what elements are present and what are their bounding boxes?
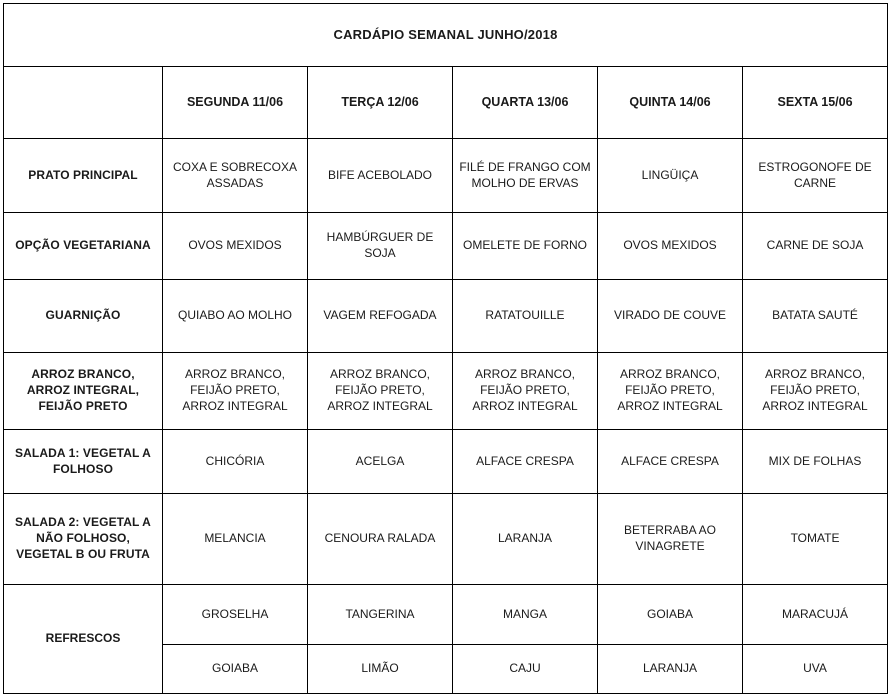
day-header-sexta: SEXTA 15/06 xyxy=(741,66,889,139)
row-label-refrescos: REFRESCOS xyxy=(3,584,163,694)
row-label-opcao-vegetariana: OPÇÃO VEGETARIANA xyxy=(3,212,163,280)
cell-guarnicao-quinta: VIRADO DE COUVE xyxy=(597,279,743,353)
cell-salada2-quinta: BETERRABA AO VINAGRETE xyxy=(597,493,743,585)
table-row: REFRESCOS GROSELHA TANGERINA MANGA GOIAB… xyxy=(3,584,889,694)
cell-prato-terca: BIFE ACEBOLADO xyxy=(307,138,453,213)
cell-arroz-sexta: ARROZ BRANCO, FEIJÃO PRETO, ARROZ INTEGR… xyxy=(741,352,889,430)
cell-arroz-quarta: ARROZ BRANCO, FEIJÃO PRETO, ARROZ INTEGR… xyxy=(452,352,598,430)
cell-arroz-segunda: ARROZ BRANCO, FEIJÃO PRETO, ARROZ INTEGR… xyxy=(162,352,308,430)
table-row: SALADA 1: VEGETAL A FOLHOSO CHICÓRIA ACE… xyxy=(3,429,889,494)
menu-page: CARDÁPIO SEMANAL JUNHO/2018 SEGUNDA 11/0… xyxy=(2,3,889,694)
table-row: GUARNIÇÃO QUIABO AO MOLHO VAGEM REFOGADA… xyxy=(3,279,889,353)
cell-salada2-segunda: MELANCIA xyxy=(162,493,308,585)
weekly-menu-table: CARDÁPIO SEMANAL JUNHO/2018 SEGUNDA 11/0… xyxy=(2,3,889,694)
cell-salada1-sexta: MIX DE FOLHAS xyxy=(741,429,889,494)
cell-arroz-quinta: ARROZ BRANCO, FEIJÃO PRETO, ARROZ INTEGR… xyxy=(597,352,743,430)
cell-refresco2-sexta: UVA xyxy=(741,644,889,694)
cell-salada2-sexta: TOMATE xyxy=(741,493,889,585)
day-header-terca: TERÇA 12/06 xyxy=(307,66,453,139)
title-row: CARDÁPIO SEMANAL JUNHO/2018 xyxy=(2,3,889,67)
cell-refresco1-quarta: MANGA xyxy=(452,584,598,645)
cell-guarnicao-terca: VAGEM REFOGADA xyxy=(307,279,453,353)
cell-guarnicao-quarta: RATATOUILLE xyxy=(452,279,598,353)
row-label-salada-2: SALADA 2: VEGETAL A NÃO FOLHOSO, VEGETAL… xyxy=(3,493,163,585)
cell-guarnicao-sexta: BATATA SAUTÉ xyxy=(741,279,889,353)
table-row: SALADA 2: VEGETAL A NÃO FOLHOSO, VEGETAL… xyxy=(3,493,889,585)
row-label-salada-1: SALADA 1: VEGETAL A FOLHOSO xyxy=(3,429,163,494)
cell-salada2-quarta: LARANJA xyxy=(452,493,598,585)
cell-refresco2-terca: LIMÃO xyxy=(307,644,453,694)
cell-vegetariana-quarta: OMELETE DE FORNO xyxy=(452,212,598,280)
cell-vegetariana-quinta: OVOS MEXIDOS xyxy=(597,212,743,280)
cell-prato-sexta: ESTROGONOFE DE CARNE xyxy=(741,138,889,213)
page-title: CARDÁPIO SEMANAL JUNHO/2018 xyxy=(2,3,889,67)
cell-prato-quarta: FILÉ DE FRANGO COM MOLHO DE ERVAS xyxy=(452,138,598,213)
cell-refresco2-quarta: CAJU xyxy=(452,644,598,694)
cell-refresco1-segunda: GROSELHA xyxy=(162,584,308,645)
cell-salada1-terca: ACELGA xyxy=(307,429,453,494)
cell-refresco1-sexta: MARACUJÁ xyxy=(741,584,889,645)
cell-salada1-segunda: CHICÓRIA xyxy=(162,429,308,494)
cell-prato-quinta: LINGÜIÇA xyxy=(597,138,743,213)
day-header-quarta: QUARTA 13/06 xyxy=(452,66,598,139)
table-row: OPÇÃO VEGETARIANA OVOS MEXIDOS HAMBÚRGUE… xyxy=(3,212,889,280)
table-row: PRATO PRINCIPAL COXA E SOBRECOXA ASSADAS… xyxy=(3,138,889,213)
cell-refresco2-segunda: GOIABA xyxy=(162,644,308,694)
row-label-arroz-feijao: ARROZ BRANCO, ARROZ INTEGRAL, FEIJÃO PRE… xyxy=(3,352,163,430)
table-corner-cell xyxy=(3,66,163,139)
row-label-guarnicao: GUARNIÇÃO xyxy=(3,279,163,353)
cell-refresco2-quinta: LARANJA xyxy=(597,644,743,694)
day-header-row: SEGUNDA 11/06 TERÇA 12/06 QUARTA 13/06 Q… xyxy=(3,66,889,139)
day-header-segunda: SEGUNDA 11/06 xyxy=(162,66,308,139)
cell-vegetariana-terca: HAMBÚRGUER DE SOJA xyxy=(307,212,453,280)
cell-salada1-quinta: ALFACE CRESPA xyxy=(597,429,743,494)
cell-vegetariana-segunda: OVOS MEXIDOS xyxy=(162,212,308,280)
cell-refresco1-terca: TANGERINA xyxy=(307,584,453,645)
day-header-quinta: QUINTA 14/06 xyxy=(597,66,743,139)
cell-vegetariana-sexta: CARNE DE SOJA xyxy=(741,212,889,280)
cell-guarnicao-segunda: QUIABO AO MOLHO xyxy=(162,279,308,353)
cell-salada2-terca: CENOURA RALADA xyxy=(307,493,453,585)
cell-arroz-terca: ARROZ BRANCO, FEIJÃO PRETO, ARROZ INTEGR… xyxy=(307,352,453,430)
table-row: ARROZ BRANCO, ARROZ INTEGRAL, FEIJÃO PRE… xyxy=(3,352,889,430)
cell-refresco1-quinta: GOIABA xyxy=(597,584,743,645)
cell-salada1-quarta: ALFACE CRESPA xyxy=(452,429,598,494)
cell-prato-segunda: COXA E SOBRECOXA ASSADAS xyxy=(162,138,308,213)
row-label-prato-principal: PRATO PRINCIPAL xyxy=(3,138,163,213)
